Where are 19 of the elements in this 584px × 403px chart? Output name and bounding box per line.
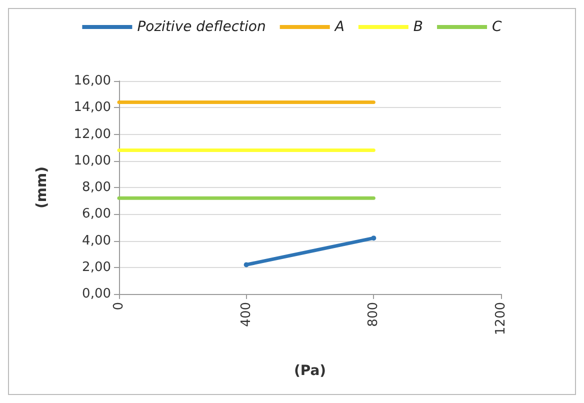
y-tick-label: 14,00 [74, 100, 111, 116]
x-tick-label: 1200 [494, 302, 508, 336]
y-tick-label: 2,00 [82, 260, 111, 275]
legend-label: A [334, 19, 344, 35]
y-tick-label: 8,00 [82, 180, 111, 195]
x-tick-label: 0 [112, 302, 126, 310]
y-axis-title: (mm) [34, 166, 50, 208]
legend-label: Pozitive deflection [137, 19, 266, 35]
x-tick-label: 400 [238, 302, 254, 327]
y-tick-label: 6,00 [82, 206, 111, 222]
y-tick-label: 16,00 [74, 74, 111, 88]
y-tick-label: 12,00 [74, 126, 111, 142]
legend-label: B [413, 19, 424, 35]
y-tick-label: 4,00 [82, 233, 111, 248]
y-tick-label: 0,00 [82, 286, 111, 302]
x-tick-label: 800 [366, 302, 382, 327]
x-axis-title: (Pa) [294, 363, 326, 379]
legend-label: C [492, 19, 502, 35]
y-tick-label: 10,00 [74, 153, 111, 168]
